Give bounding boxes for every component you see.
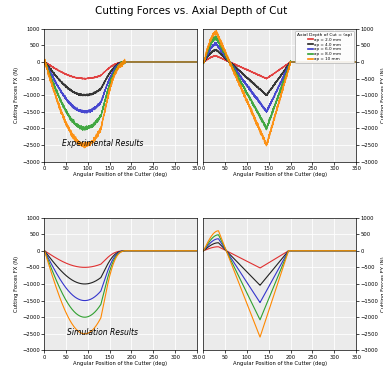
- Y-axis label: Cutting Forces FY (N): Cutting Forces FY (N): [381, 256, 383, 312]
- Text: Simulation Results: Simulation Results: [67, 328, 138, 337]
- X-axis label: Angular Position of the Cutter (deg): Angular Position of the Cutter (deg): [74, 361, 168, 366]
- Y-axis label: Cutting Forces FX (N): Cutting Forces FX (N): [14, 67, 19, 123]
- Y-axis label: Cutting Forces FX (N): Cutting Forces FX (N): [14, 256, 19, 312]
- X-axis label: Angular Position of the Cutter (deg): Angular Position of the Cutter (deg): [232, 361, 327, 366]
- Legend: ap = 2.0 mm, ap = 4.0 mm, ap = 6.0 mm, ap = 8.0 mm, ap = 10 mm: ap = 2.0 mm, ap = 4.0 mm, ap = 6.0 mm, a…: [295, 31, 354, 63]
- X-axis label: Angular Position of the Cutter (deg): Angular Position of the Cutter (deg): [232, 172, 327, 177]
- Text: Experimental Results: Experimental Results: [62, 139, 143, 148]
- Text: Cutting Forces vs. Axial Depth of Cut: Cutting Forces vs. Axial Depth of Cut: [95, 6, 288, 16]
- Y-axis label: Cutting Forces FY (N): Cutting Forces FY (N): [381, 67, 383, 123]
- X-axis label: Angular Position of the Cutter (deg): Angular Position of the Cutter (deg): [74, 172, 168, 177]
